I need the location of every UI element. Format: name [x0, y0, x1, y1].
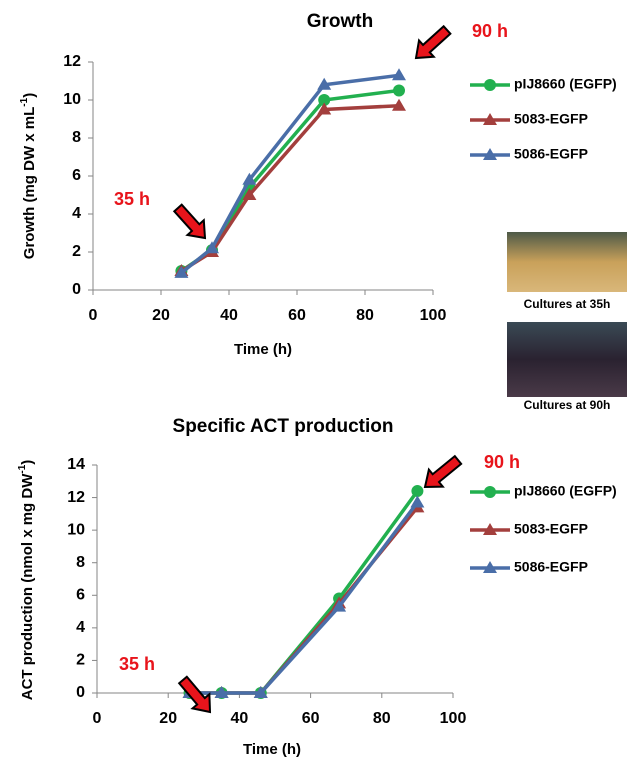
y-axis-label-sup: -1	[19, 97, 30, 106]
photo	[507, 322, 627, 397]
marker	[242, 172, 257, 185]
y-axis-label: ACT production (nmol x mg DW-1)	[17, 460, 36, 701]
marker	[332, 599, 347, 612]
x-tick-label: 100	[420, 307, 447, 324]
legend-marker	[484, 486, 496, 498]
x-tick-label: 20	[152, 307, 170, 324]
y-tick-label: 0	[72, 281, 81, 298]
legend-marker	[484, 79, 496, 91]
y-axis-label-end: )	[21, 93, 38, 98]
y-tick-label: 10	[63, 91, 81, 108]
marker	[214, 686, 229, 698]
marker	[318, 94, 331, 106]
arrow	[177, 675, 212, 714]
legend-marker	[483, 523, 497, 535]
y-tick-label: 4	[72, 205, 81, 222]
arrow-shape	[172, 203, 207, 240]
caption: Cultures at 90h	[524, 398, 611, 412]
annotation: 90 h	[484, 452, 520, 472]
chart-title: Growth	[307, 11, 374, 32]
legend-marker	[483, 561, 497, 573]
y-tick-label: 6	[76, 587, 85, 604]
y-tick-label: 2	[72, 243, 81, 260]
x-tick-label: 40	[231, 710, 249, 727]
photo	[507, 232, 627, 292]
arrow-shape	[423, 454, 463, 489]
x-tick-label: 80	[356, 307, 374, 324]
y-tick-label: 12	[67, 489, 85, 506]
x-axis-label: Time (h)	[243, 741, 301, 758]
series-line	[189, 490, 419, 695]
annotation: 35 h	[114, 189, 150, 209]
y-axis-label-end: )	[19, 460, 36, 465]
marker	[410, 495, 425, 508]
x-tick-label: 60	[302, 710, 320, 727]
x-tick-label: 0	[89, 307, 98, 324]
legend-label: 5083-EGFP	[514, 521, 588, 537]
series-line	[189, 501, 419, 695]
marker	[205, 241, 219, 254]
arrow-shape	[177, 675, 212, 714]
y-tick-label: 8	[76, 554, 85, 571]
x-tick-label: 80	[373, 710, 391, 727]
x-tick-label: 0	[93, 710, 102, 727]
y-tick-label: 8	[72, 129, 81, 146]
y-tick-label: 6	[72, 167, 81, 184]
marker	[411, 485, 424, 498]
annotation: 90 h	[472, 21, 508, 41]
legend-label: 5086-EGFP	[514, 146, 588, 162]
y-axis-label-main: ACT production (nmol x mg DW	[19, 473, 36, 700]
y-tick-label: 12	[63, 53, 81, 70]
arrow	[423, 454, 463, 489]
marker	[242, 188, 257, 200]
y-tick-label: 0	[76, 684, 85, 701]
marker	[392, 98, 406, 111]
x-tick-label: 100	[440, 710, 467, 727]
arrow	[414, 24, 452, 60]
arrow	[172, 203, 207, 240]
marker	[174, 265, 189, 278]
legend-label: 5086-EGFP	[514, 559, 588, 575]
y-tick-label: 2	[76, 652, 85, 669]
marker	[253, 686, 268, 698]
annotation: 35 h	[119, 654, 155, 674]
y-axis-label-sup: -1	[17, 464, 28, 473]
x-axis-label: Time (h)	[234, 341, 292, 358]
y-tick-label: 10	[67, 521, 85, 538]
y-tick-label: 14	[67, 456, 85, 473]
legend-marker	[483, 113, 497, 125]
x-tick-label: 60	[288, 307, 306, 324]
x-tick-label: 40	[220, 307, 238, 324]
chart-title: Specific ACT production	[173, 416, 394, 437]
legend-label: pIJ8660 (EGFP)	[514, 76, 617, 92]
series-line	[180, 73, 400, 275]
y-axis-label-main: Growth (mg DW x mL	[21, 107, 38, 260]
legend-label: pIJ8660 (EGFP)	[514, 483, 617, 499]
y-axis-label: Growth (mg DW x mL-1)	[19, 93, 38, 259]
marker	[392, 68, 406, 81]
marker	[317, 77, 332, 90]
x-tick-label: 20	[159, 710, 177, 727]
y-tick-label: 4	[76, 619, 85, 636]
marker	[317, 102, 332, 115]
arrow-shape	[414, 24, 452, 60]
caption: Cultures at 35h	[524, 297, 611, 311]
legend-label: 5083-EGFP	[514, 111, 588, 127]
legend-marker	[483, 148, 497, 160]
marker	[393, 84, 405, 97]
